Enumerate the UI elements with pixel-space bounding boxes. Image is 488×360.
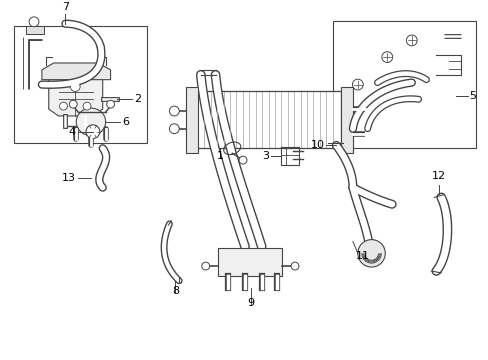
Circle shape xyxy=(29,17,39,27)
Text: 9: 9 xyxy=(247,298,254,308)
Text: 7: 7 xyxy=(62,2,69,12)
Bar xyxy=(333,21,475,148)
Circle shape xyxy=(290,262,298,270)
Polygon shape xyxy=(42,63,110,80)
Text: 12: 12 xyxy=(431,171,446,181)
Circle shape xyxy=(169,124,179,134)
Text: 1: 1 xyxy=(217,151,224,161)
Text: 5: 5 xyxy=(469,91,476,102)
Circle shape xyxy=(60,102,67,110)
Text: 8: 8 xyxy=(171,285,179,296)
Text: 10: 10 xyxy=(310,140,324,150)
Ellipse shape xyxy=(76,108,105,136)
Circle shape xyxy=(381,52,392,63)
Text: 11: 11 xyxy=(355,251,369,261)
Text: 3: 3 xyxy=(262,151,269,161)
Circle shape xyxy=(357,240,385,267)
Circle shape xyxy=(239,156,246,164)
Bar xyxy=(341,86,352,153)
Bar xyxy=(218,248,282,276)
Polygon shape xyxy=(49,70,102,116)
Circle shape xyxy=(69,100,77,108)
Bar xyxy=(26,26,44,33)
Circle shape xyxy=(406,35,416,46)
Bar xyxy=(196,91,341,148)
Text: 2: 2 xyxy=(134,94,141,104)
Circle shape xyxy=(83,102,91,110)
Circle shape xyxy=(86,125,100,139)
Circle shape xyxy=(352,79,363,90)
Circle shape xyxy=(106,100,114,108)
Text: 13: 13 xyxy=(62,173,76,183)
Bar xyxy=(186,86,198,153)
Text: 4: 4 xyxy=(68,127,75,137)
Bar xyxy=(14,26,146,143)
Circle shape xyxy=(169,106,179,116)
Circle shape xyxy=(202,262,209,270)
Text: 6: 6 xyxy=(122,117,129,127)
Circle shape xyxy=(70,82,80,91)
